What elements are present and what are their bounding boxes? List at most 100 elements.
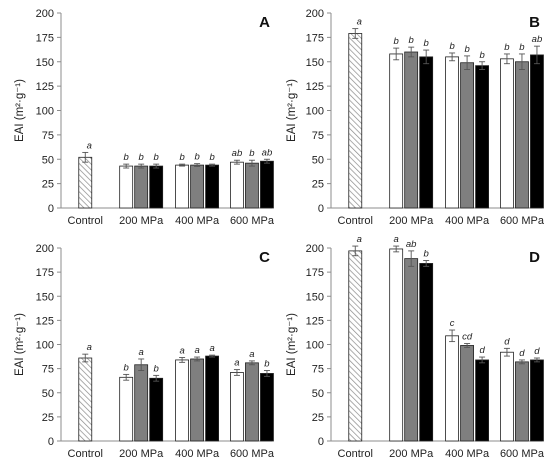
y-tick-label: 100 [306,106,324,118]
significance-label: b [124,152,129,163]
bar [149,377,164,442]
significance-label: d [504,336,510,347]
significance-label: d [519,348,525,359]
bar [78,357,93,442]
bar [175,359,189,442]
x-tick-label: 200 MPa [389,448,434,460]
y-tick-label: 175 [306,267,324,279]
y-tick-label: 175 [306,32,324,44]
significance-label: b [209,152,214,163]
panel-label: D [529,249,540,266]
y-tick-label: 100 [36,106,54,118]
significance-label: a [357,234,362,245]
significance-label: b [424,38,429,49]
y-tick-label: 200 [36,8,54,20]
bar [404,258,419,442]
significance-label: b [154,152,159,163]
bar [475,65,489,209]
y-tick-label: 25 [312,412,324,424]
significance-label: a [139,347,144,358]
y-axis-label: EAI (m²·g⁻¹) [14,79,26,142]
x-tick-label: Control [338,448,373,460]
bar [500,351,514,442]
y-tick-label: 200 [306,8,324,20]
y-tick-label: 125 [306,81,324,93]
significance-label: b [394,36,399,47]
significance-label: c [450,318,455,329]
y-tick-label: 0 [318,203,324,215]
y-tick-label: 50 [312,154,324,166]
panel-label: A [259,14,270,31]
y-tick-label: 175 [36,32,54,44]
bar [515,61,529,209]
y-tick-label: 150 [36,291,54,303]
significance-label: a [179,346,184,357]
bar [230,161,244,209]
x-tick-label: 200 MPa [389,215,434,227]
bar [205,164,219,209]
x-tick-label: 600 MPa [230,448,275,460]
y-tick-label: 0 [48,203,54,215]
x-tick-label: 600 MPa [500,215,545,227]
significance-label: b [179,152,184,163]
y-tick-label: 125 [306,315,324,327]
bar [260,160,274,209]
x-tick-label: 600 MPa [500,448,545,460]
significance-label: b [424,249,429,260]
y-tick-label: 150 [306,291,324,303]
significance-label: a [234,358,239,369]
significance-label: a [394,234,399,245]
x-tick-label: 400 MPa [175,215,220,227]
significance-label: b [409,35,414,46]
y-tick-label: 50 [42,154,54,166]
y-axis-label: EAI (m²·g⁻¹) [286,79,298,142]
y-tick-label: 150 [36,57,54,69]
significance-label: a [87,140,92,151]
x-tick-label: 200 MPa [119,215,164,227]
significance-label: ab [232,148,243,159]
significance-label: ab [532,34,543,45]
significance-label: a [249,349,254,360]
bar [515,361,529,442]
bar [175,164,189,209]
bar [190,358,204,442]
y-tick-label: 125 [36,315,54,327]
y-tick-label: 0 [48,436,54,448]
y-tick-label: 75 [42,130,54,142]
bar [149,165,164,209]
bar [190,164,204,209]
bar [119,165,134,209]
significance-label: b [154,363,159,374]
significance-label: a [357,17,362,28]
y-axis-label: EAI (m²·g⁻¹) [286,313,298,376]
significance-label: b [139,152,144,163]
x-tick-label: Control [68,448,103,460]
significance-label: b [124,362,129,373]
significance-label: ab [406,239,417,250]
bar [530,54,544,209]
y-tick-label: 125 [36,81,54,93]
bar [245,362,259,442]
bar [419,56,434,209]
bar [530,359,544,442]
y-tick-label: 25 [42,412,54,424]
panel-label: B [529,14,540,31]
significance-label: b [464,44,469,55]
bar [460,62,474,209]
significance-label: ab [262,147,273,158]
significance-label: cd [462,332,473,343]
bar [475,359,489,442]
significance-label: a [194,345,199,356]
y-tick-label: 75 [42,364,54,376]
significance-label: b [264,359,269,370]
x-tick-label: Control [338,215,373,227]
significance-label: b [194,152,199,163]
y-tick-label: 200 [36,243,54,255]
y-tick-label: 200 [306,243,324,255]
y-tick-label: 75 [312,364,324,376]
y-tick-label: 100 [306,340,324,352]
y-tick-label: 175 [36,267,54,279]
y-tick-label: 50 [312,388,324,400]
bar [230,372,244,442]
